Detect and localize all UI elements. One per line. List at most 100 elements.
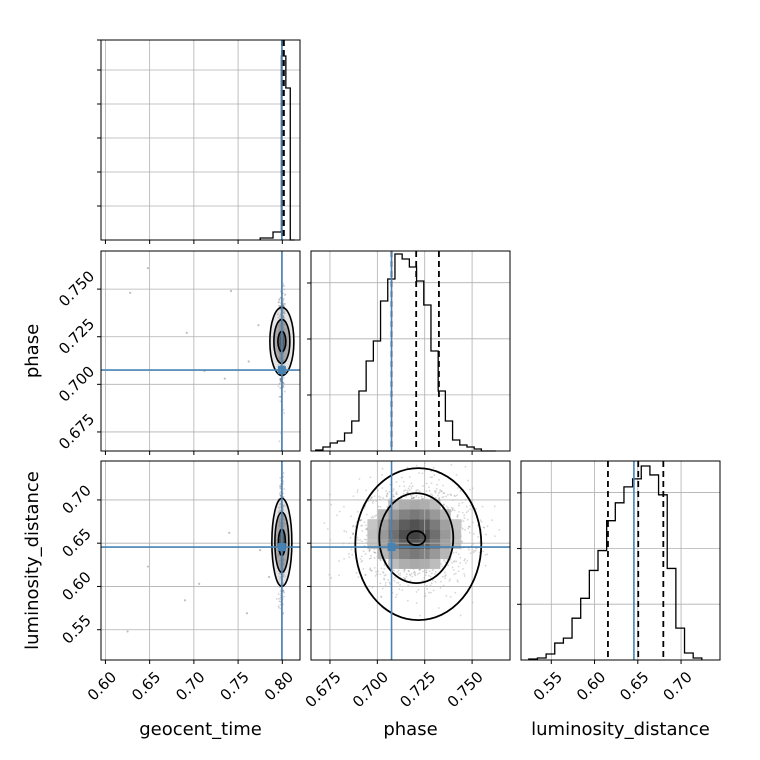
panel-geocent-time-vs-phase-sample-point	[278, 299, 281, 302]
panel-phase-vs-luminosity-distance-sample-point	[426, 587, 429, 590]
panel-phase-vs-luminosity-distance-sample-point	[467, 479, 470, 482]
panel-phase-vs-luminosity-distance-sample-point	[421, 472, 424, 475]
panel-phase-vs-luminosity-distance-sample-point	[447, 494, 449, 496]
panel-phase-vs-luminosity-distance-sample-point	[405, 573, 408, 576]
panel-geocent-time-vs-phase-sample-point	[279, 378, 282, 380]
panel-phase-vs-luminosity-distance-sample-point	[448, 579, 451, 582]
panel-phase-vs-luminosity-distance-sample-point	[440, 490, 442, 493]
panel-phase-vs-luminosity-distance-sample-point	[382, 572, 385, 574]
panel-geocent-time-vs-phase-sample-point	[279, 387, 281, 390]
panel-phase-vs-luminosity-distance-sample-point	[431, 476, 433, 479]
xlabel-phase: phase	[383, 719, 437, 740]
panel-phase-vs-luminosity-distance-sample-point	[382, 497, 385, 500]
panel-geocent-time-vs-luminosity-distance-sample-point	[282, 495, 285, 498]
panel-geocent-time-vs-phase-sample-point	[283, 412, 285, 414]
panel-phase-vs-luminosity-distance-sample-point	[359, 519, 362, 522]
panel-phase-vs-luminosity-distance-sample-point	[404, 578, 406, 580]
panel-geocent-time-vs-luminosity-distance-sample-point	[279, 594, 282, 597]
panel-phase-vs-luminosity-distance-sample-point	[428, 591, 430, 594]
panel-phase-vs-luminosity-distance-sample-point	[362, 550, 365, 553]
panel-phase-vs-luminosity-distance-sample-point	[415, 490, 417, 493]
panel-geocent-time-vs-luminosity-distance-sample-point	[282, 611, 285, 614]
panel-phase-vs-luminosity-distance-sample-point	[393, 495, 396, 498]
panel-geocent-time-vs-phase-sample-point	[282, 298, 285, 300]
panel-phase-vs-luminosity-distance-sample-point	[352, 533, 355, 536]
panel-phase-vs-luminosity-distance-contour-0	[354, 467, 483, 622]
panel-phase-vs-luminosity-distance-sample-point	[430, 470, 433, 473]
panel-geocent-time-vs-phase-sample-point	[278, 440, 281, 443]
panel-phase-vs-luminosity-distance-sample-point	[438, 491, 441, 494]
panel-phase-vs-luminosity-distance-sample-point	[472, 551, 475, 554]
panel-phase-vs-luminosity-distance-sample-point	[491, 519, 493, 522]
panel-phase-vs-luminosity-distance-sample-point	[393, 576, 396, 579]
panel-phase-vs-luminosity-distance-sample-point	[440, 563, 442, 565]
hist-geocent-time-step	[259, 55, 295, 241]
panel-phase-vs-luminosity-distance-sample-point	[447, 564, 450, 567]
panel-phase-vs-luminosity-distance-sample-point	[392, 495, 395, 498]
panel-phase-vs-luminosity-distance-sample-point	[457, 565, 460, 568]
panel-phase-vs-luminosity-distance-sample-point	[451, 508, 454, 511]
panel-phase-vs-luminosity-distance-sample-point	[444, 575, 446, 578]
panel-phase-vs-luminosity-distance-sample-point	[428, 570, 431, 573]
panel-phase-vs-luminosity-distance-sample-point	[395, 481, 398, 484]
panel-phase-vs-luminosity-distance-sample-point	[441, 496, 444, 499]
panel-phase-vs-luminosity-distance-sample-point	[449, 596, 452, 598]
panel-phase-vs-luminosity-distance-sample-point	[433, 474, 436, 477]
panel-phase-vs-luminosity-distance-sample-point	[413, 570, 416, 573]
panel-geocent-time-vs-phase-sample-point	[284, 294, 286, 297]
panel-phase-vs-luminosity-distance-sample-point	[381, 487, 384, 489]
panel-phase-vs-luminosity-distance-sample-point	[403, 570, 406, 573]
panel-phase-vs-luminosity-distance-density-cell	[377, 539, 389, 550]
panel-phase-vs-luminosity-distance-sample-point	[456, 487, 459, 489]
panel-phase-vs-luminosity-distance-sample-point	[461, 527, 464, 530]
panel-phase-vs-luminosity-distance-sample-point	[462, 568, 464, 570]
panel-phase-vs-luminosity-distance-sample-point	[365, 524, 367, 527]
xtick-label-luminosity-distance-0: 0.55	[530, 668, 566, 704]
panel-phase-vs-luminosity-distance-sample-point	[365, 528, 367, 531]
panel-phase-vs-luminosity-distance-density-cell	[367, 539, 378, 550]
panel-geocent-time-vs-phase-sample-point	[279, 380, 282, 382]
panel-phase-vs-luminosity-distance-sample-point	[473, 549, 476, 552]
panel-geocent-time-vs-luminosity-distance-sample-point	[279, 495, 282, 498]
panel-phase-vs-luminosity-distance-sample-point	[343, 530, 346, 532]
panel-phase-vs-luminosity-distance-sample-point	[388, 583, 391, 585]
panel-phase-vs-luminosity-distance-sample-point	[383, 578, 386, 581]
panel-phase-vs-luminosity-distance-sample-point	[422, 570, 424, 573]
panel-phase-vs-luminosity-distance-sample-point	[468, 525, 471, 528]
panel-phase-vs-luminosity-distance-sample-point	[360, 524, 362, 527]
panel-geocent-time-vs-luminosity-distance-outlier-point	[146, 565, 149, 568]
panel-phase-vs-luminosity-distance-sample-point	[379, 573, 382, 576]
panel-phase-vs-luminosity-distance-sample-point	[411, 485, 414, 487]
panel-phase-vs-luminosity-distance-sample-point	[356, 510, 359, 513]
panel-phase-vs-luminosity-distance-sample-point	[457, 553, 460, 556]
panel-phase-vs-luminosity-distance-sample-point	[408, 570, 410, 573]
panel-phase-vs-luminosity-distance-density-cell	[398, 558, 410, 569]
panel-phase-vs-luminosity-distance-sample-point	[360, 555, 363, 558]
panel-phase-vs-luminosity-distance-sample-point	[442, 495, 445, 498]
panel-geocent-time-vs-phase-sample-point	[277, 385, 280, 388]
panel-phase-vs-luminosity-distance-sample-point	[486, 553, 489, 556]
panel-phase-vs-luminosity-distance-sample-point	[427, 486, 430, 489]
panel-phase-vs-luminosity-distance-sample-point	[399, 572, 402, 575]
panel-phase-vs-luminosity-distance-density-cell	[450, 519, 462, 530]
panel-phase-vs-luminosity-distance-sample-point	[403, 568, 406, 571]
panel-phase-vs-luminosity-distance-sample-point	[442, 492, 445, 495]
panel-geocent-time-vs-luminosity-distance-sample-point	[278, 606, 280, 609]
panel-phase-vs-luminosity-distance-sample-point	[356, 491, 359, 494]
panel-phase-vs-luminosity-distance-density-cell	[409, 509, 420, 520]
panel-phase-vs-luminosity-distance-sample-point	[485, 533, 487, 536]
panel-phase-vs-luminosity-distance-sample-point	[459, 556, 462, 559]
panel-phase-vs-luminosity-distance-sample-point	[431, 494, 434, 497]
panel-phase-vs-luminosity-distance-density-cell	[388, 549, 399, 559]
panel-phase-vs-luminosity-distance-sample-point	[444, 574, 447, 577]
panel-phase-vs-luminosity-distance-sample-point	[452, 507, 455, 510]
panel-phase-vs-luminosity-distance-sample-point	[370, 497, 373, 499]
panel-phase-vs-luminosity-distance-sample-point	[375, 570, 377, 573]
panel-phase-vs-luminosity-distance-sample-point	[449, 493, 452, 496]
panel-geocent-time-vs-luminosity-distance-sample-point	[279, 484, 282, 487]
panel-phase-vs-luminosity-distance-sample-point	[403, 485, 406, 488]
panel-phase-vs-luminosity-distance-sample-point	[457, 580, 459, 583]
panel-phase-vs-luminosity-distance-sample-point	[404, 578, 407, 580]
panel-geocent-time-vs-phase-sample-point	[282, 376, 285, 379]
panel-geocent-time-vs-luminosity-distance-sample-point	[279, 476, 282, 479]
